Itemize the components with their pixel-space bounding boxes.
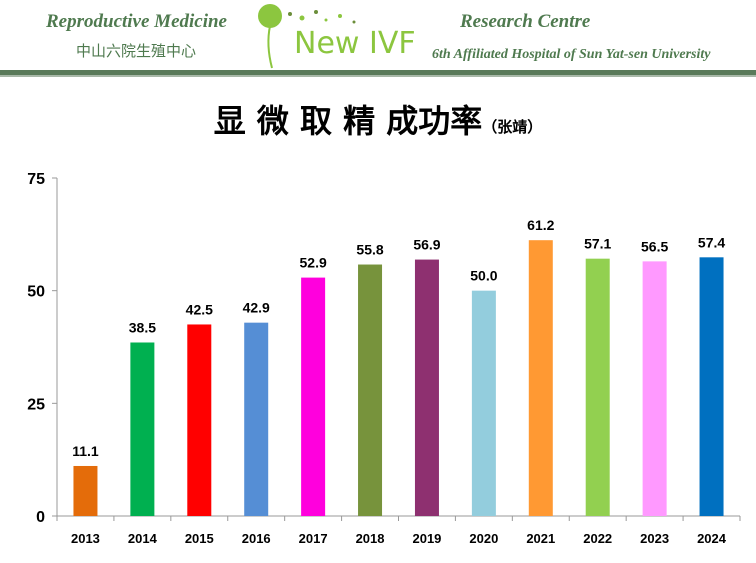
bar-2016	[244, 322, 269, 516]
header-divider	[0, 70, 756, 77]
chart-title-text: 显 微 取 精 成功率	[213, 102, 483, 140]
x-tick-label: 2014	[128, 531, 158, 546]
bar-2017	[301, 277, 326, 516]
header-right-subtitle: 6th Affiliated Hospital of Sun Yat-sen U…	[432, 47, 711, 62]
bar-2013	[73, 465, 98, 516]
data-label: 57.1	[584, 236, 611, 252]
y-tick-label: 0	[36, 509, 45, 526]
bar-2020	[471, 290, 496, 516]
data-label: 42.9	[243, 300, 270, 316]
data-label: 56.5	[641, 238, 668, 254]
bar-2018	[358, 264, 383, 516]
header-left-subtitle: 中山六院生殖中心	[76, 42, 197, 60]
x-tick-label: 2020	[469, 531, 498, 546]
logo-dandelion-icon	[258, 4, 356, 69]
bar-2014	[130, 342, 155, 516]
x-tick-label: 2013	[71, 531, 100, 546]
data-label: 11.1	[72, 443, 99, 459]
data-label: 42.5	[186, 301, 213, 317]
x-tick-label: 2023	[640, 531, 669, 546]
bar-2024	[699, 257, 724, 516]
x-tick-label: 2022	[583, 531, 612, 546]
data-label: 52.9	[300, 255, 327, 271]
bar-2019	[414, 259, 439, 516]
chart-title: 显 微 取 精 成功率（张靖）	[0, 96, 756, 142]
x-tick-label: 2019	[412, 531, 441, 546]
bar-2015	[187, 324, 212, 516]
data-label: 61.2	[527, 217, 554, 233]
logo-text: New IVF	[294, 26, 416, 61]
x-tick-label: 2024	[697, 531, 727, 546]
data-label: 38.5	[129, 319, 156, 335]
data-label: 50.0	[470, 268, 497, 284]
x-tick-label: 2017	[299, 531, 328, 546]
x-tick-label: 2015	[185, 531, 214, 546]
data-label: 55.8	[356, 242, 383, 258]
y-tick-label: 25	[27, 396, 45, 413]
bar-2022	[585, 258, 610, 516]
data-label: 57.4	[698, 234, 725, 250]
chart-title-note: （张靖）	[482, 118, 543, 136]
x-tick-label: 2021	[526, 531, 555, 546]
data-label: 56.9	[413, 237, 440, 253]
y-tick-label: 50	[27, 284, 45, 301]
x-tick-label: 2018	[356, 531, 385, 546]
bar-2021	[528, 240, 553, 516]
header-right-title: Research Centre	[460, 11, 591, 32]
header-left-title: Reproductive Medicine	[46, 11, 227, 32]
y-tick-label: 75	[27, 171, 45, 188]
bar-2023	[642, 261, 667, 516]
x-tick-label: 2016	[242, 531, 271, 546]
